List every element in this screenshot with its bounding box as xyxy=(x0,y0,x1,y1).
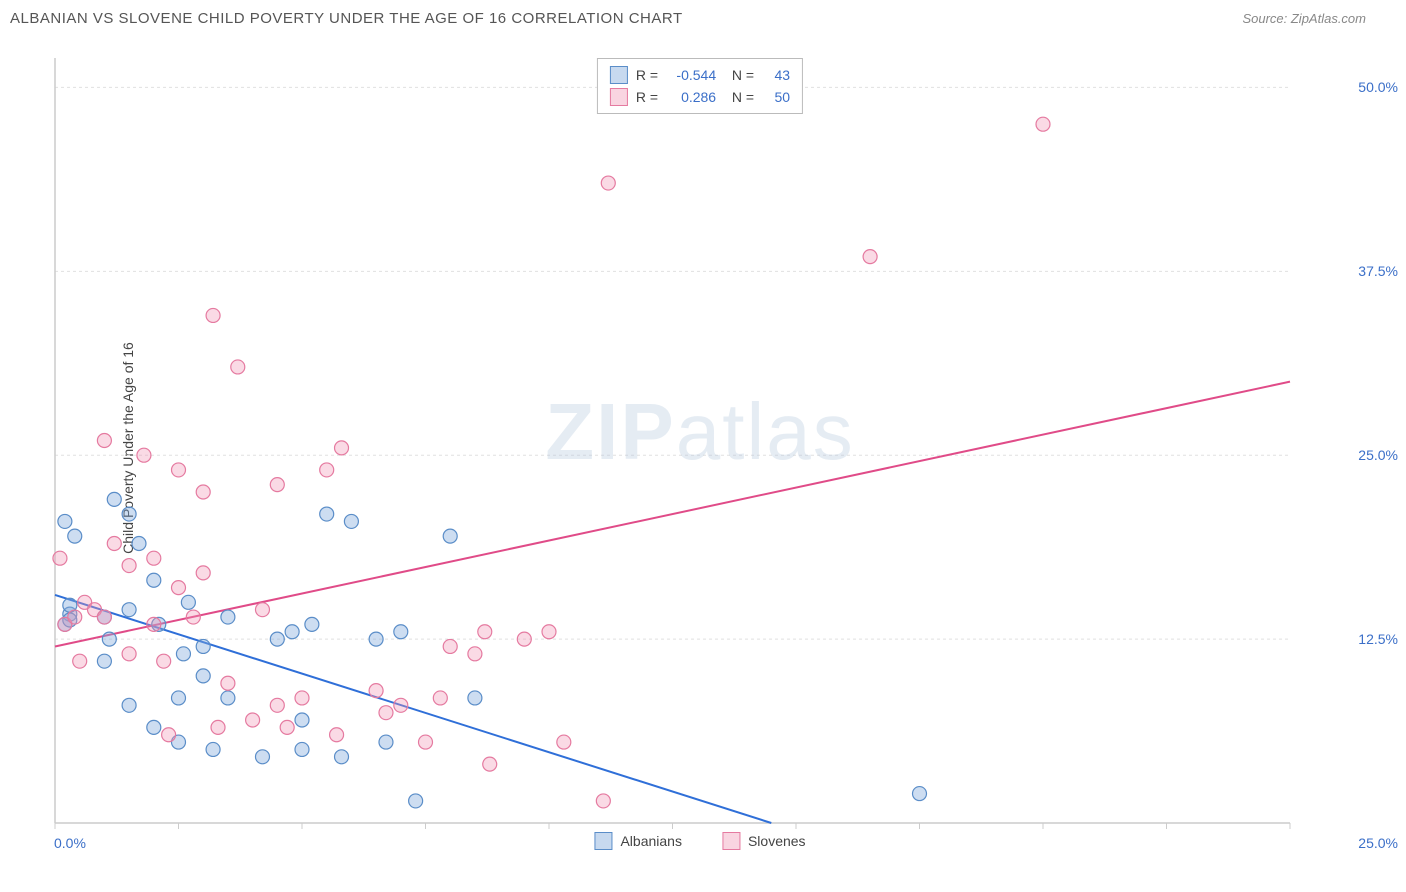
legend-row-albanians: R = -0.544 N = 43 xyxy=(610,64,790,86)
chart-container: Child Poverty Under the Age of 16 ZIPatl… xyxy=(50,48,1350,848)
legend-item-slovenes: Slovenes xyxy=(722,832,806,850)
legend-item-albanians: Albanians xyxy=(594,832,682,850)
header-bar: ALBANIAN VS SLOVENE CHILD POVERTY UNDER … xyxy=(0,0,1406,37)
swatch-blue-icon xyxy=(594,832,612,850)
swatch-blue xyxy=(610,66,628,84)
y-tick-label: 12.5% xyxy=(1358,631,1398,647)
chart-title: ALBANIAN VS SLOVENE CHILD POVERTY UNDER … xyxy=(10,10,683,27)
y-tick-label: 25.0% xyxy=(1358,447,1398,463)
y-tick-label: 50.0% xyxy=(1358,79,1398,95)
swatch-pink-icon xyxy=(722,832,740,850)
y-tick-label: 37.5% xyxy=(1358,263,1398,279)
series-legend: Albanians Slovenes xyxy=(594,832,805,850)
legend-row-slovenes: R = 0.286 N = 50 xyxy=(610,86,790,108)
swatch-pink xyxy=(610,88,628,106)
scatter-plot xyxy=(50,48,1350,848)
correlation-legend: R = -0.544 N = 43 R = 0.286 N = 50 xyxy=(597,58,803,114)
x-max-label: 25.0% xyxy=(1358,835,1398,851)
chart-source: Source: ZipAtlas.com xyxy=(1242,11,1366,26)
x-origin-label: 0.0% xyxy=(54,835,86,851)
